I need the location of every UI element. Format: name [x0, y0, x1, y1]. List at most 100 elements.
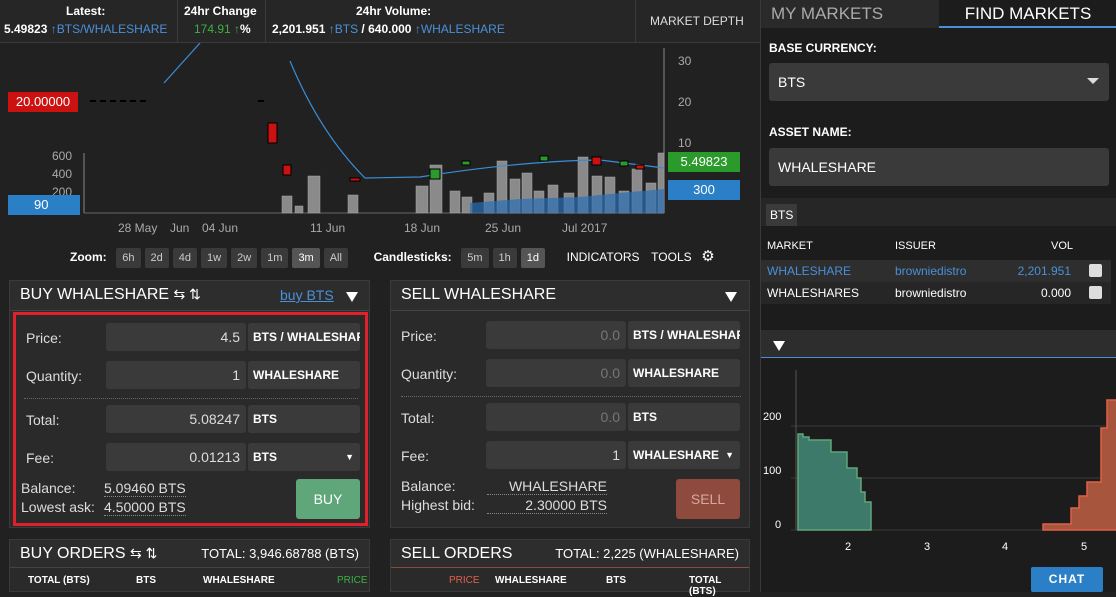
- sell-orders-header: SELL ORDERS TOTAL: 2,225 (WHALESHARE): [391, 540, 749, 568]
- price-chart[interactable]: 30 20 10 600 400 200 0 28 May Jun 04 Jun…: [0, 43, 760, 273]
- buy-button[interactable]: BUY: [296, 479, 360, 519]
- market-issuer: browniedistro: [895, 264, 967, 278]
- col-bts[interactable]: BTS: [136, 575, 156, 586]
- buy-price-input[interactable]: 4.5: [106, 323, 246, 351]
- market-name[interactable]: WHALESHARES: [767, 286, 860, 300]
- col-whaleshare[interactable]: WHALESHARE: [203, 575, 275, 586]
- x-tick: 04 Jun: [202, 221, 238, 235]
- sell-price-unit: BTS / WHALESHARE: [628, 321, 740, 349]
- x-tick: 18 Jun: [404, 221, 440, 235]
- depth-chart[interactable]: 200 100 0 2 3 4 5: [761, 360, 1116, 592]
- col-whaleshare[interactable]: WHALESHARE: [495, 575, 567, 586]
- sell-balance-value[interactable]: WHALESHARE: [487, 478, 607, 495]
- sell-panel: SELL WHALESHARE Price: 0.0 BTS / WHALESH…: [390, 280, 750, 528]
- col-market[interactable]: MARKET: [767, 240, 813, 252]
- market-row[interactable]: WHALESHARES browniedistro 0.000: [761, 282, 1111, 304]
- buy-panel: BUY WHALESHARE ⇆ ⇅ buy BTS Price: 4.5 BT…: [9, 280, 370, 528]
- sell-total-label: Total:: [401, 410, 435, 426]
- buy-qty-row: Quantity: 1 WHALESHARE: [16, 361, 365, 389]
- left-tick-600: 600: [52, 149, 72, 163]
- sell-fee-select[interactable]: WHALESHARE ▼: [628, 441, 740, 469]
- zoom-all[interactable]: All: [323, 248, 348, 268]
- price-chart-svg: 30 20 10 600 400 200 0 28 May Jun 04 Jun…: [52, 43, 692, 235]
- candle: [282, 164, 292, 176]
- zoom-2w[interactable]: 2w: [231, 248, 258, 268]
- right-tick-20: 20: [678, 95, 692, 109]
- zoom-1m[interactable]: 1m: [261, 248, 289, 268]
- buy-balance-value[interactable]: 5.09460 BTS: [104, 480, 186, 497]
- volume-bar: [294, 205, 304, 214]
- sell-price-row: Price: 0.0 BTS / WHALESHARE: [391, 321, 749, 349]
- sell-price-input[interactable]: 0.0: [486, 321, 626, 349]
- candle-1h[interactable]: 1h: [492, 248, 517, 268]
- tab-my-markets[interactable]: MY MARKETS: [771, 4, 884, 23]
- depth-x-tick: 4: [1002, 541, 1008, 553]
- buy-fee-input[interactable]: 0.01213: [106, 443, 246, 471]
- buy-qty-input[interactable]: 1: [106, 361, 246, 389]
- latest-market: BTS/WHALESHARE: [56, 22, 168, 36]
- indicators-button[interactable]: INDICATORS: [566, 250, 640, 264]
- lowest-ask-label: Lowest ask:: [21, 499, 95, 515]
- tab-find-markets[interactable]: FIND MARKETS: [939, 0, 1116, 28]
- sell-button[interactable]: SELL: [676, 479, 740, 519]
- zoom-6h[interactable]: 6h: [116, 248, 141, 268]
- sell-total-row: Total: 0.0 BTS: [391, 403, 749, 431]
- right-tick-30: 30: [678, 54, 692, 68]
- collapse-icon[interactable]: [725, 290, 737, 305]
- volume-bts: 2,201.951: [272, 22, 326, 36]
- market-row[interactable]: WHALESHARE browniedistro 2,201.951: [761, 260, 1111, 282]
- tools-button[interactable]: TOOLS: [651, 250, 692, 264]
- candle-5m[interactable]: 5m: [461, 248, 489, 268]
- highest-bid-value[interactable]: 2.30000 BTS: [487, 497, 607, 514]
- market-name[interactable]: WHALESHARE: [767, 264, 852, 278]
- col-total[interactable]: TOTAL (BTS): [689, 575, 722, 597]
- zoom-4d[interactable]: 4d: [172, 248, 198, 268]
- volume-area: [470, 189, 664, 213]
- sell-total-input[interactable]: 0.0: [486, 403, 626, 431]
- col-price[interactable]: PRICE: [337, 575, 368, 586]
- col-bts[interactable]: BTS: [606, 575, 626, 586]
- filter-tag-bts[interactable]: BTS: [766, 204, 798, 226]
- candle-1d[interactable]: 1d: [520, 248, 546, 268]
- candles-label: Candlesticks:: [373, 250, 452, 264]
- x-tick: 28 May: [118, 221, 157, 235]
- base-currency-label: BASE CURRENCY:: [769, 41, 877, 55]
- sell-qty-input[interactable]: 0.0: [486, 359, 626, 387]
- buy-bts-link[interactable]: buy BTS: [280, 287, 334, 303]
- candle: [539, 155, 549, 162]
- volume-tag-left: 90: [8, 195, 80, 215]
- col-vol[interactable]: VOL: [1051, 240, 1074, 252]
- collapse-icon[interactable]: [773, 339, 785, 354]
- buy-fee-select[interactable]: BTS ▼: [248, 443, 360, 471]
- x-tick: Jul 2017: [562, 221, 608, 235]
- buy-panel-header: BUY WHALESHARE ⇆ ⇅ buy BTS: [10, 281, 369, 311]
- buy-total-label: Total:: [26, 412, 60, 428]
- buy-total-input[interactable]: 5.08247: [106, 405, 246, 433]
- zoom-1w[interactable]: 1w: [201, 248, 228, 268]
- gear-icon[interactable]: ⚙: [701, 248, 715, 265]
- markets-sidebar: MY MARKETS FIND MARKETS BASE CURRENCY: B…: [760, 0, 1116, 592]
- depth-y-tick: 100: [763, 465, 781, 477]
- collapse-icon[interactable]: [346, 290, 358, 305]
- candle: [591, 156, 602, 166]
- zoom-3m[interactable]: 3m: [292, 248, 320, 268]
- lowest-ask-value[interactable]: 4.50000 BTS: [104, 499, 186, 516]
- zoom-2d[interactable]: 2d: [144, 248, 169, 268]
- filter-bar: [761, 198, 1116, 226]
- market-checkbox[interactable]: [1089, 286, 1102, 299]
- sell-total-unit: BTS: [628, 403, 740, 431]
- divider: [24, 398, 358, 399]
- sell-orders-title: SELL ORDERS: [401, 545, 513, 562]
- col-issuer[interactable]: ISSUER: [895, 240, 936, 252]
- buy-balance-label: Balance:: [21, 480, 76, 496]
- asset-name-input[interactable]: WHALESHARE: [769, 148, 1109, 186]
- buy-total-row: Total: 5.08247 BTS: [16, 405, 365, 433]
- chat-button[interactable]: CHAT: [1031, 567, 1103, 592]
- market-depth-tab[interactable]: MARKET DEPTH: [650, 14, 744, 28]
- sell-fee-input[interactable]: 1: [486, 441, 626, 469]
- col-total[interactable]: TOTAL (BTS): [28, 575, 90, 586]
- col-price[interactable]: PRICE: [449, 575, 480, 586]
- base-currency-select[interactable]: BTS: [769, 63, 1109, 101]
- sell-orders-total: TOTAL: 2,225 (WHALESHARE): [555, 546, 739, 561]
- market-checkbox[interactable]: [1089, 264, 1102, 277]
